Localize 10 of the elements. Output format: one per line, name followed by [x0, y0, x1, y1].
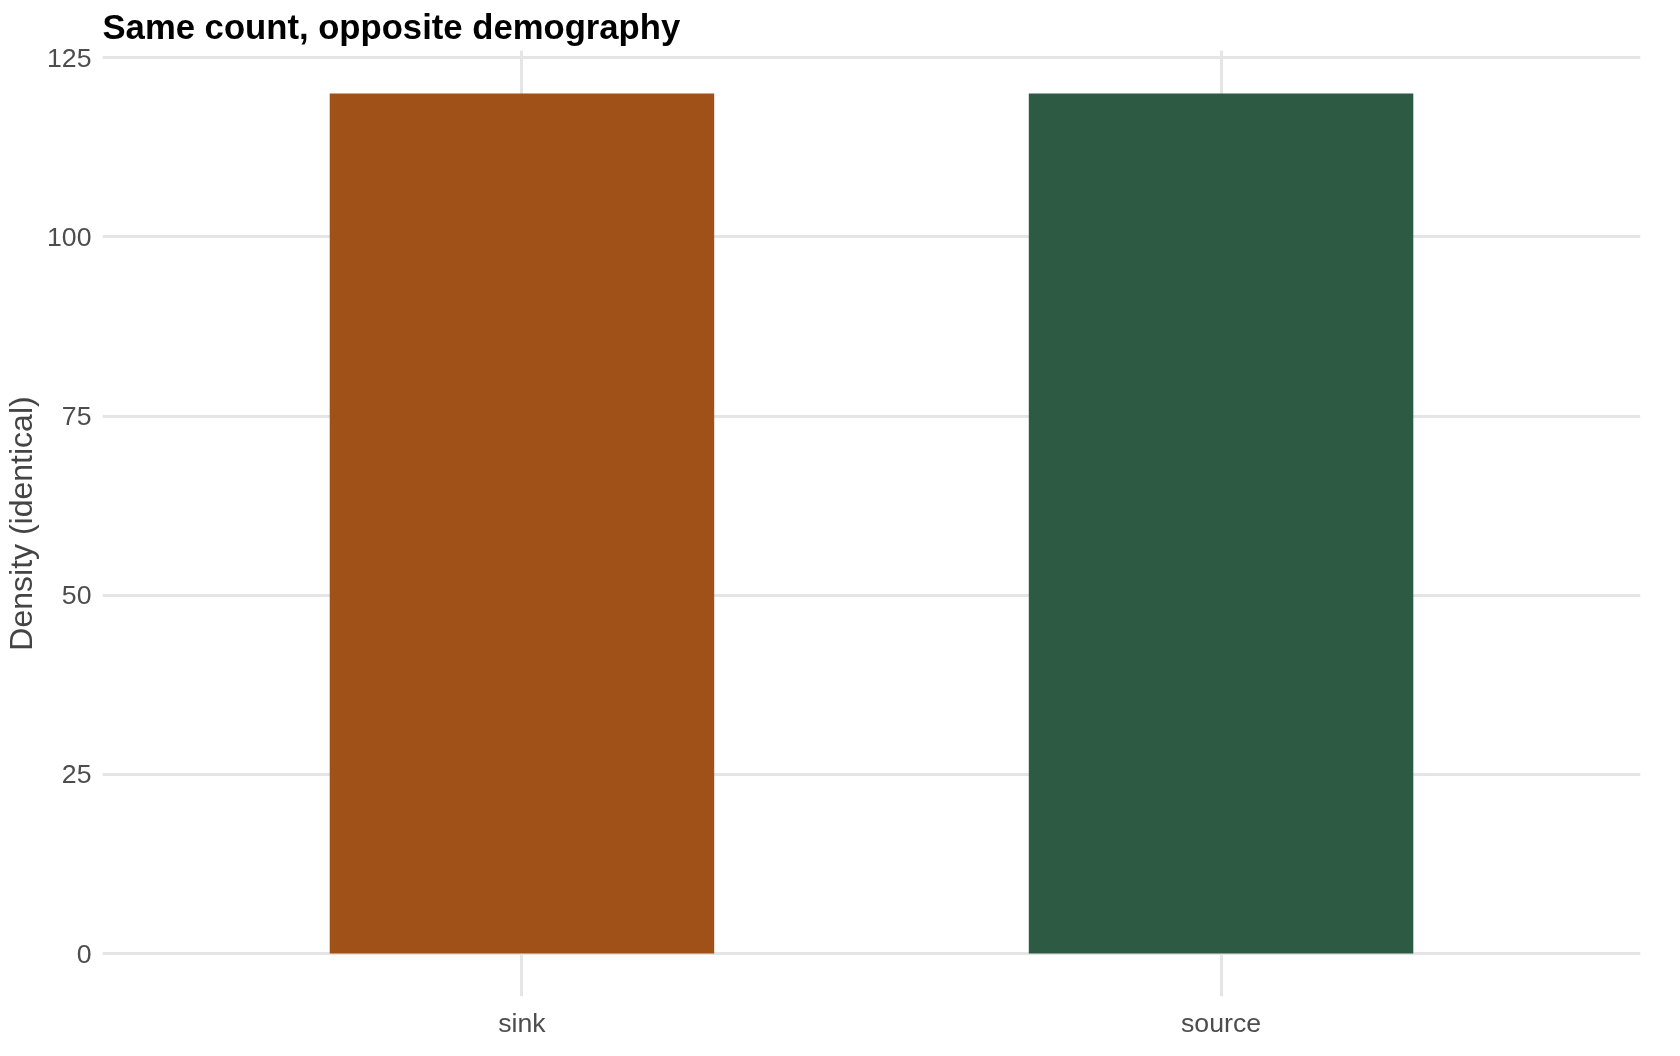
y-tick-label: 100	[47, 221, 92, 252]
y-tick-label: 75	[61, 401, 92, 431]
y-tick-label: 50	[61, 580, 92, 611]
y-tick-label: 125	[47, 42, 92, 73]
y-axis-title: Density (identical)	[3, 396, 40, 651]
chart-title: Same count, opposite demography	[102, 7, 681, 46]
x-tick-label: sink	[498, 1007, 547, 1038]
y-tick-label: 0	[76, 938, 92, 969]
x-tick-label: source	[1181, 1007, 1262, 1038]
y-tick-label: 25	[61, 759, 92, 790]
